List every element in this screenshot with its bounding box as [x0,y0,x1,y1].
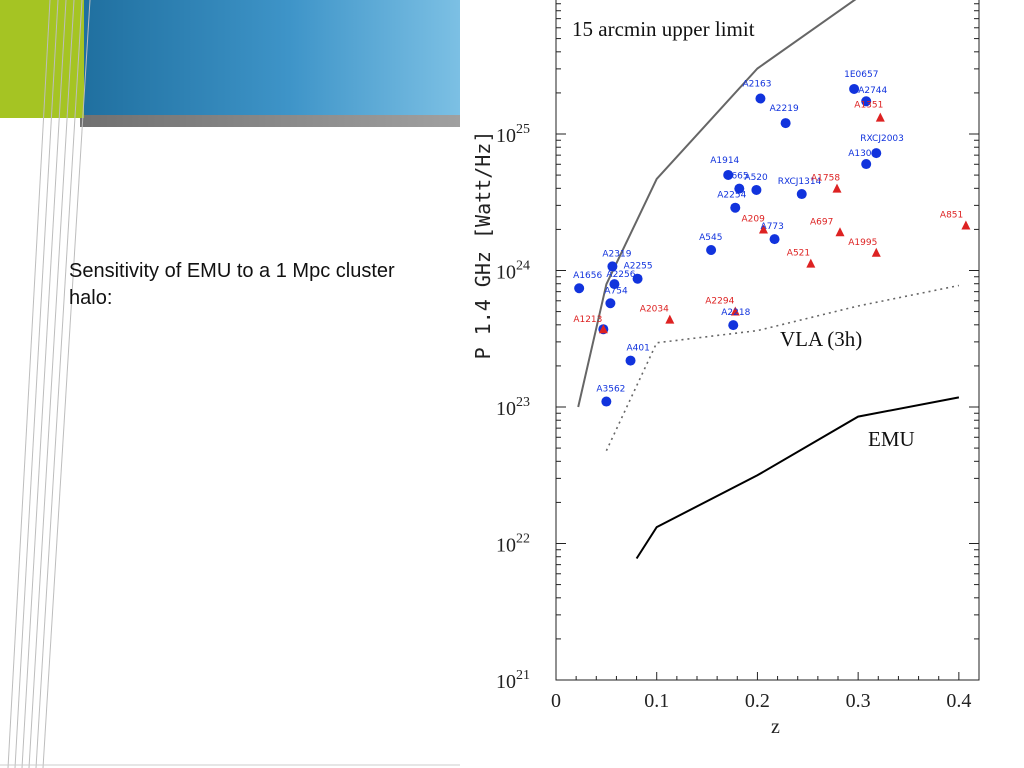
halo-point [755,93,766,104]
halo-point-label: A520 [744,173,768,183]
x-tick-label: 0.4 [946,690,971,712]
upper-limit-point-label: A521 [787,249,810,259]
x-tick-label: 0.1 [644,690,669,712]
halo-point-label: A2254 [717,191,746,201]
halo-point-label: A754 [604,286,628,296]
radio-power-chart: 0 0.1 0.2 0.3 0.4 1021 1022 1023 1024 1025 z P 1.4 … [471,0,980,738]
x-tick-label: 0.2 [745,690,770,712]
halo-point [734,183,745,194]
upper-limit-point [665,314,675,324]
upper-limit-point [758,224,768,234]
upper-limit-point [598,324,608,334]
annotation-vla-3h: VLA (3h) [780,327,862,351]
curve-vla-3h [605,284,960,452]
y-tick-label: 1024 [496,259,530,284]
halo-point-label: A2219 [770,104,799,114]
halo-point-label: A401 [627,344,650,354]
halo-point-label: A773 [761,222,784,232]
y-tick-label: 1023 [496,395,530,420]
y-tick-label: 1021 [496,668,530,693]
header-gray-bar [80,115,460,127]
header-blue-band [80,0,460,115]
upper-limit-point [730,306,740,316]
halo-point-label: RXCJ1314 [778,177,822,187]
halo-point-label: RXCJ2003 [860,134,904,144]
upper-limit-point [961,220,971,230]
upper-limit-point [875,112,885,122]
y-tick-label: 1022 [496,532,530,557]
halo-point-label: A545 [699,233,722,243]
upper-limit-point-label: A851 [940,210,963,220]
plot-frame [555,0,980,681]
halo-point [632,273,643,284]
upper-limit-point-label: A2294 [705,296,734,306]
upper-limit-point-label: A1758 [811,174,840,184]
halo-point [728,320,739,331]
y-tick-label: 1025 [496,122,530,147]
halo-point-label: A2163 [742,80,771,90]
upper-limit-point-label: A1995 [848,238,877,248]
halo-point-label: A1914 [710,156,739,166]
upper-limit-point-label: A1351 [854,101,883,111]
halo-point [849,83,860,94]
halo-point-label: A665 [725,172,748,182]
halo-point [605,298,616,309]
upper-limit-point-label: A697 [810,217,833,227]
halo-point [601,396,612,407]
left-slanted-lines [7,0,91,768]
body-text: Sensitivity of EMU to a 1 Mpc cluster ha… [69,260,395,309]
halo-point [574,283,585,294]
halo-point [861,159,872,170]
halo-point [796,189,807,200]
halo-point [780,118,791,129]
x-axis-label: z [771,716,780,738]
halo-point-label: A2218 [721,308,750,318]
upper-limit-point [871,247,881,257]
halo-point-label: A1656 [573,271,602,281]
annotation-15-arcmin-upper-limit: 15 arcmin upper limit [572,17,755,41]
upper-limit-point [835,227,845,237]
header-lime-block [0,0,84,118]
x-tick-label: 0.3 [846,690,871,712]
halo-point-label: A2744 [858,86,887,96]
halo-point [769,234,780,245]
x-tick-label: 0 [551,690,561,712]
halo-point [871,148,882,159]
halo-point-label: A2256 [606,270,635,280]
curve-15-arcmin-upper-limit [577,0,857,408]
upper-limit-point-label: A2034 [640,305,669,315]
halo-point [607,261,618,272]
halo-point [625,355,636,366]
halo-point [730,202,741,213]
upper-limit-point [832,183,842,193]
halo-point-label: 1E0657 [844,70,878,80]
upper-limit-point-label: A1213 [573,315,602,325]
halo-point [751,184,762,195]
halo-point-label: A2255 [624,262,653,272]
curve-emu [635,396,960,560]
halo-point-label: A3562 [596,385,625,395]
halo-point [723,169,734,180]
upper-limit-point [806,258,816,268]
halo-point [609,279,620,290]
halo-point-label: A2319 [602,249,631,259]
upper-limit-point-label: A209 [741,215,765,225]
annotation-emu: EMU [868,427,915,451]
chart-figure: 0 0.1 0.2 0.3 0.4 1021 1022 1023 1024 1025 z P 1.4 … [460,0,1024,768]
halo-point [706,245,717,256]
y-axis-label: P 1.4 GHz [Watt/Hz] [471,131,495,360]
halo-point-label: A1300 [848,149,877,159]
halo-point [861,96,872,107]
